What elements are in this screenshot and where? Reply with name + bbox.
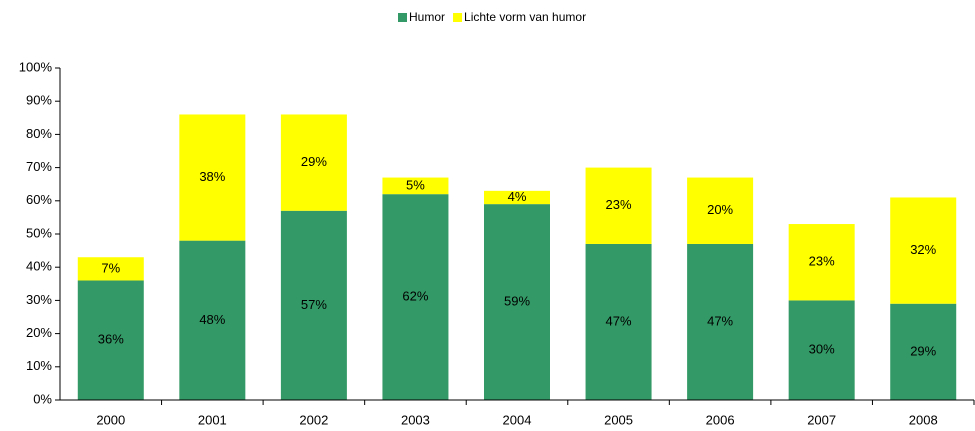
- x-tick-label: 2006: [706, 412, 735, 427]
- bar-segment: [280, 210, 347, 400]
- x-tick-label: 2003: [401, 412, 430, 427]
- value-label: 38%: [199, 169, 225, 184]
- y-tick-label: 80%: [26, 126, 52, 141]
- x-tick-label: 2008: [909, 412, 938, 427]
- bar-segment: [788, 300, 855, 400]
- x-tick-label: 2005: [604, 412, 633, 427]
- y-tick-label: 50%: [26, 225, 52, 240]
- value-label: 29%: [910, 343, 936, 358]
- value-label: 23%: [606, 197, 632, 212]
- bar-segment: [484, 204, 550, 400]
- x-tick-label: 2001: [198, 412, 227, 427]
- bar-segment: [484, 190, 550, 205]
- bar-segment: [179, 240, 246, 400]
- value-label: 20%: [707, 202, 733, 217]
- y-tick-label: 90%: [26, 93, 52, 108]
- y-tick-label: 30%: [26, 292, 52, 307]
- bar-segment: [77, 280, 144, 400]
- bar-segment: [585, 243, 652, 400]
- y-tick-label: 40%: [26, 259, 52, 274]
- bar-segment: [179, 114, 246, 241]
- value-label: 59%: [504, 293, 530, 308]
- bar-segment: [77, 257, 144, 281]
- y-tick-label: 60%: [26, 192, 52, 207]
- y-tick-label: 100%: [19, 59, 53, 74]
- value-label: 4%: [508, 189, 527, 204]
- value-label: 32%: [910, 242, 936, 257]
- value-label: 57%: [301, 297, 327, 312]
- bar-segment: [382, 177, 449, 195]
- value-label: 23%: [809, 254, 835, 269]
- value-label: 7%: [101, 260, 120, 275]
- y-tick-label: 0%: [33, 391, 52, 406]
- x-tick-label: 2002: [299, 412, 328, 427]
- bar-segment: [890, 303, 957, 400]
- bar-segment: [788, 224, 855, 301]
- y-tick-label: 10%: [26, 358, 52, 373]
- bar-segment: [687, 243, 754, 400]
- legend-label: Lichte vorm van humor: [464, 10, 586, 24]
- value-label: 47%: [606, 313, 632, 328]
- value-label: 5%: [406, 177, 425, 192]
- bar-segment: [280, 114, 347, 211]
- value-label: 30%: [809, 342, 835, 357]
- value-label: 62%: [402, 289, 428, 304]
- bar-segment: [382, 194, 449, 400]
- legend-swatch: [453, 13, 463, 22]
- x-tick-label: 2007: [807, 412, 836, 427]
- legend-label: Humor: [409, 10, 445, 24]
- value-label: 47%: [707, 313, 733, 328]
- y-tick-label: 70%: [26, 159, 52, 174]
- bar-segment: [687, 177, 754, 244]
- x-tick-label: 2000: [96, 412, 125, 427]
- bar-segment: [890, 197, 957, 304]
- legend-swatch: [398, 13, 407, 22]
- value-label: 48%: [199, 312, 225, 327]
- x-tick-label: 2004: [503, 412, 532, 427]
- value-label: 36%: [98, 332, 124, 347]
- bar-segment: [585, 167, 652, 244]
- value-label: 29%: [301, 154, 327, 169]
- y-tick-label: 20%: [26, 325, 52, 340]
